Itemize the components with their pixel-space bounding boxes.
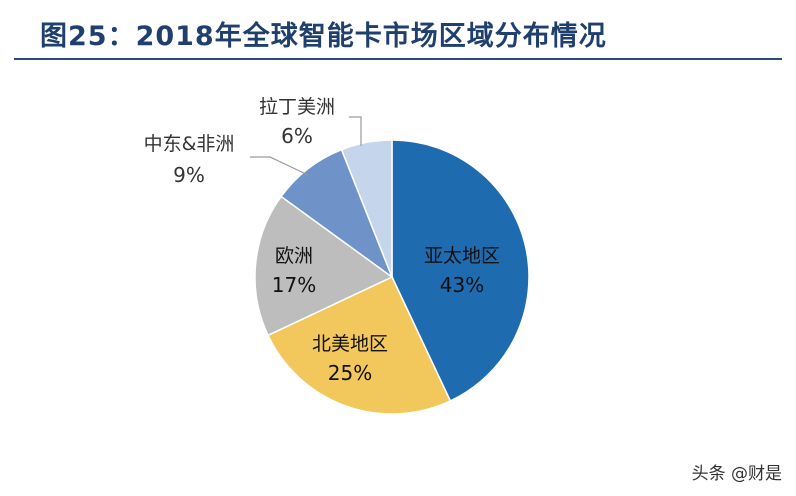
pie-slice [254,195,394,337]
slice-label: 亚太地区 [424,245,500,267]
slice-value-label: 9% [173,163,205,187]
slice-value-label: 6% [281,124,313,148]
slice-value-label: 17% [272,273,316,297]
pie-slice [391,139,530,402]
title-divider [14,58,782,60]
slice-label: 欧洲 [275,245,313,267]
slice-value-label: 25% [328,361,372,385]
pie-slice [340,139,393,278]
page-title: 图25：2018年全球智能卡市场区域分布情况 [40,21,607,52]
leader-line [349,116,362,146]
slice-label: 北美地区 [312,333,388,355]
leader-line [250,156,309,176]
pie-slice [267,276,452,415]
slice-value-label: 43% [440,273,484,297]
slice-label: 拉丁美洲 [259,96,335,118]
watermark: 头条 @财是 [691,464,782,484]
slice-label: 中东&非洲 [144,133,235,155]
